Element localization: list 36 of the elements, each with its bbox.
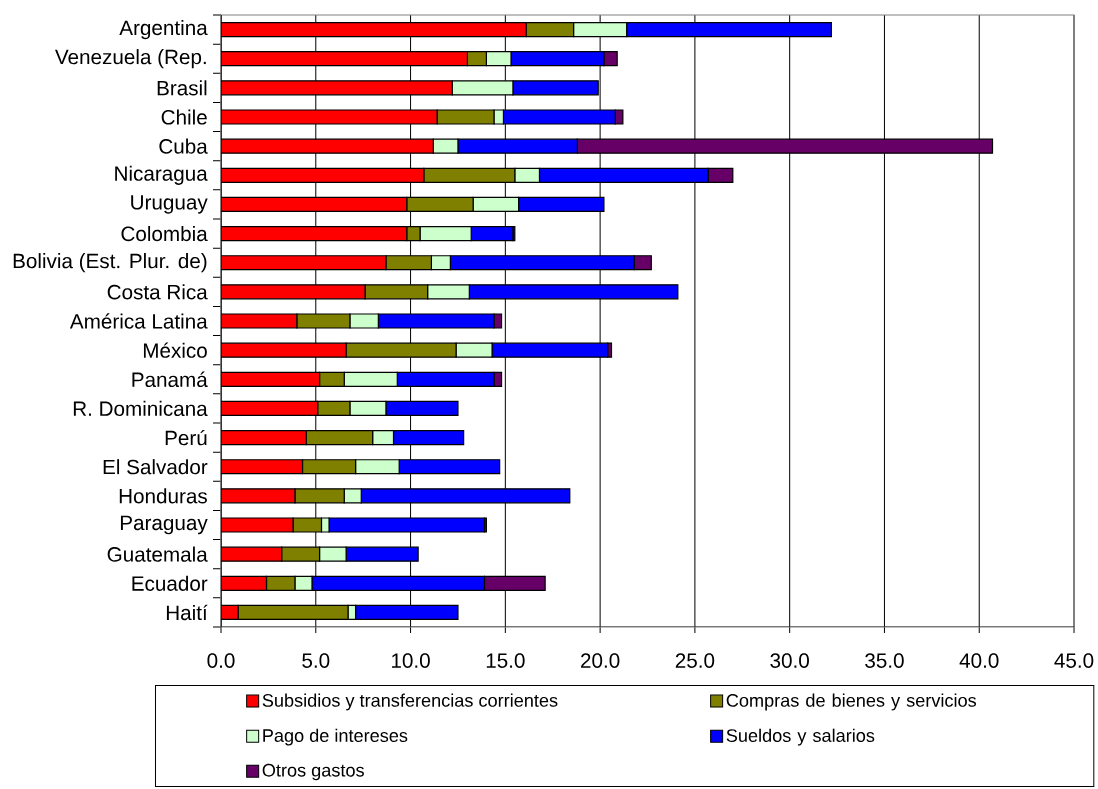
y-tick-label: Argentina <box>119 19 208 40</box>
y-tick-label: Costa Rica <box>107 284 208 300</box>
x-tick-label: 10.0 <box>392 653 430 668</box>
y-tick-label: Uruguay <box>131 195 208 214</box>
x-tick-label: 30.0 <box>770 653 809 668</box>
y-tick-label: R. Dominicana <box>73 400 208 417</box>
y-tick-label: Brasil <box>157 80 207 96</box>
x-tick-label: 5.0 <box>302 653 330 668</box>
legend-label: Subsidios y transferencias corrientes <box>262 693 558 711</box>
legend-label: Compras de bienes y servicios <box>726 693 977 711</box>
y-tick-label: Paraguay <box>120 515 208 535</box>
x-tick-label: 40.0 <box>959 653 999 668</box>
y-tick-label: Panamá <box>132 371 208 388</box>
y-tick-label: Nicaragua <box>115 165 208 185</box>
x-tick-label: 45.0 <box>1054 653 1094 668</box>
y-tick-label: Guatemala <box>107 546 208 562</box>
y-tick-label: Perú <box>165 429 207 446</box>
y-tick-label: El Salvador <box>103 459 208 475</box>
x-tick-label: 15.0 <box>486 653 525 668</box>
x-tick-label: 35.0 <box>865 653 904 668</box>
x-tick-label: 25.0 <box>675 653 715 668</box>
y-tick-label: Colombia <box>121 225 208 242</box>
x-tick-label: 0.0 <box>207 653 235 668</box>
legend-label: Otros gastos <box>262 763 364 781</box>
y-tick-label: América Latina <box>69 313 208 329</box>
y-tick-label: Ecuador <box>132 575 208 591</box>
x-tick-label: 20.0 <box>581 653 620 668</box>
y-tick-label: Honduras <box>119 488 207 504</box>
y-tick-label: Chile <box>161 109 207 125</box>
y-tick-label: México <box>143 342 207 358</box>
y-tick-label: Haití <box>166 604 208 621</box>
legend-label: Pago de intereses <box>263 728 408 746</box>
legend-label: Sueldos y salarios <box>726 728 875 746</box>
y-tick-label: Bolivia (Est. Plur. de) <box>13 253 207 273</box>
y-tick-label: Venezuela (Rep. <box>55 49 206 69</box>
y-tick-label: Cuba <box>159 138 208 154</box>
